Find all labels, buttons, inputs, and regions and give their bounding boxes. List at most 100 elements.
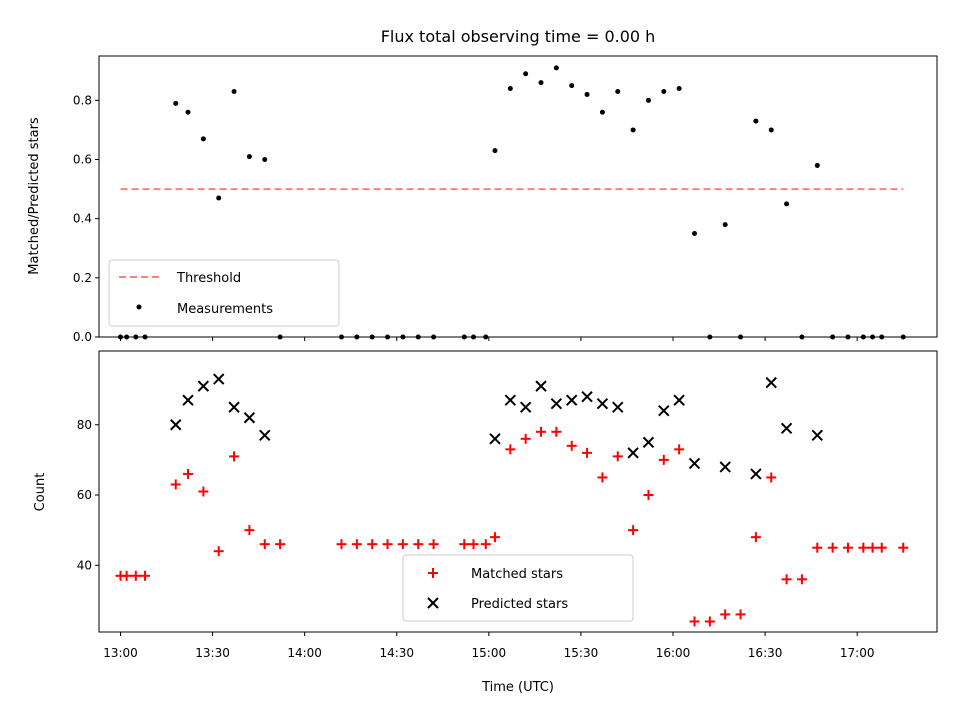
predicted-star-point <box>197 380 210 392</box>
measurement-point <box>584 91 590 97</box>
predicted-star-point <box>535 380 547 392</box>
predicted-star-point <box>612 401 624 413</box>
matched-star-point <box>566 440 577 451</box>
matched-star-point <box>413 539 424 550</box>
measurement-point <box>753 118 759 124</box>
measurement-point <box>507 86 513 92</box>
bottom-y-axis-ticks: 40 60 80 <box>77 418 99 572</box>
predicted-star-stroke-b <box>504 394 517 406</box>
predicted-star-point <box>170 419 182 431</box>
x-tick-label: 15:00 <box>472 646 507 660</box>
predicted-star-point <box>688 457 701 470</box>
top-plot-area: 0.0 0.2 0.4 0.6 0.8 <box>73 55 938 344</box>
top-x-axis-ticks <box>119 337 858 341</box>
matched-star-point <box>674 444 685 455</box>
matched-star-point <box>689 616 700 627</box>
measurement-point <box>216 195 222 201</box>
matched-legend-label: Matched stars <box>471 567 563 582</box>
predicted-star-stroke-b <box>243 412 256 424</box>
predicted-star-point <box>182 394 194 406</box>
x-tick-label: 14:30 <box>379 646 414 660</box>
matched-star-point <box>812 542 823 553</box>
matched-legend-swatch <box>428 568 438 578</box>
predicted-star-stroke-b <box>489 433 501 445</box>
x-tick-label: 13:00 <box>103 646 138 660</box>
predicted-star-stroke-b <box>658 405 670 417</box>
matched-star-point <box>750 532 761 543</box>
predicted-star-stroke-b <box>170 419 182 431</box>
matched-star-point <box>367 539 378 550</box>
predicted-star-stroke-b <box>581 390 593 403</box>
measurement-point <box>722 222 728 228</box>
x-tick-label: 16:30 <box>748 646 783 660</box>
predicted-star-point <box>811 429 823 442</box>
x-tick-label: 17:00 <box>840 646 875 660</box>
predicted-star-stroke-b <box>596 397 609 410</box>
measurement-point <box>200 136 206 142</box>
matched-star-point <box>140 570 151 581</box>
matched-star-point <box>428 539 439 550</box>
matched-star-point <box>898 542 909 553</box>
matched-star-point <box>628 525 639 536</box>
bottom-plot-area: 40 60 80 13:00 13:30 14:00 14:30 15:00 15:30 16:… <box>77 350 938 660</box>
matched-star-point <box>582 447 593 458</box>
predicted-legend-swatch <box>427 597 439 609</box>
bottom-axes-frame <box>98 350 938 633</box>
matched-star-point <box>643 490 654 501</box>
matched-star-point <box>336 539 347 550</box>
predicted-star-point <box>228 401 240 413</box>
matched-star-point <box>720 609 731 620</box>
matched-star-point <box>229 451 240 462</box>
matched-star-point <box>351 539 362 550</box>
matched-star-point <box>704 616 715 627</box>
top-y-tick-label: 0.4 <box>73 212 92 226</box>
bottom-y-axis-label: Count <box>33 473 48 512</box>
measurement-point <box>231 88 237 94</box>
threshold-legend-label: Threshold <box>176 271 241 286</box>
matched-star-point <box>397 539 408 550</box>
predicted-star-point <box>489 433 501 445</box>
predicted-star-point <box>550 397 563 410</box>
matched-star-point <box>489 532 500 543</box>
top-y-tick-label: 0.0 <box>73 330 92 344</box>
bottom-legend: Matched stars Predicted stars <box>402 554 634 622</box>
predicted-star-point <box>780 422 793 434</box>
predicted-star-stroke-b <box>197 380 210 392</box>
top-y-tick-label: 0.2 <box>73 271 92 285</box>
matched-star-point <box>213 546 224 557</box>
x-tick-label: 14:00 <box>287 646 322 660</box>
measurement-point <box>553 65 559 71</box>
predicted-star-stroke-b <box>535 380 547 392</box>
predicted-star-stroke-b <box>642 436 655 449</box>
matched-star-point <box>766 472 777 483</box>
predicted-star-point <box>642 436 655 449</box>
predicted-star-stroke-b <box>550 397 563 410</box>
measurement-point <box>692 230 698 236</box>
predicted-star-point <box>519 401 532 413</box>
predicted-star-stroke-b <box>612 401 624 413</box>
predicted-star-point <box>627 447 639 459</box>
measurement-point <box>492 148 498 154</box>
matched-star-point <box>520 433 531 444</box>
measurement-point <box>615 88 621 94</box>
matched-star-point <box>658 454 669 465</box>
matched-star-point <box>459 539 470 550</box>
measurement-point <box>173 100 179 106</box>
bottom-y-tick-label: 60 <box>77 488 92 502</box>
predicted-star-point <box>719 461 731 473</box>
matched-star-point <box>796 574 807 585</box>
measurement-point <box>569 83 575 89</box>
measurement-point <box>630 127 636 133</box>
x-tick-label: 15:30 <box>564 646 599 660</box>
matched-star-point <box>198 486 209 497</box>
top-legend-box <box>108 259 340 327</box>
matched-star-point <box>827 542 838 553</box>
measurement-point <box>814 162 820 168</box>
measurements-legend-label: Measurements <box>177 302 273 317</box>
x-tick-label: 13:30 <box>195 646 230 660</box>
predicted-star-point <box>658 405 670 417</box>
measurement-point <box>768 127 774 133</box>
predicted-stars-series <box>170 373 823 480</box>
x-tick-label: 16:00 <box>656 646 691 660</box>
matched-star-point <box>842 542 853 553</box>
